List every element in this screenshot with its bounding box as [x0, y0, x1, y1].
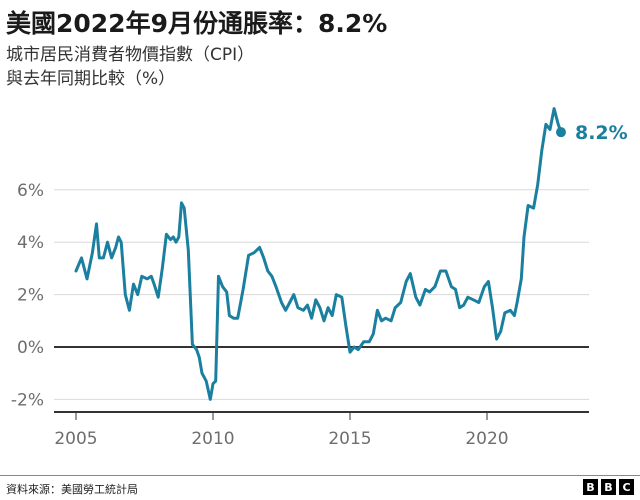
cpi-line [74, 107, 563, 401]
x-tick-label: 2015 [328, 429, 371, 449]
y-axis-labels: -2% 0% 2% 4% 6% [11, 181, 44, 411]
subtitle-line-2: 與去年同期比較（%） [6, 69, 176, 89]
bbc-logo-letter: C [619, 479, 634, 495]
end-point-marker [555, 127, 566, 138]
bbc-logo-letter: B [601, 479, 616, 495]
y-tick-label: 2% [17, 286, 44, 306]
x-axis-ticks [75, 412, 488, 420]
subtitle-line-1: 城市居民消費者物價指數（CPI） [6, 45, 255, 65]
x-tick-label: 2005 [54, 429, 97, 449]
y-tick-label: 4% [17, 233, 44, 253]
grid-lines [54, 189, 589, 400]
x-tick-label: 2020 [465, 429, 508, 449]
source-note: 資料來源：美國勞工統計局 [6, 483, 138, 496]
line-chart: -2% 0% 2% 4% 6% 2005 2010 2015 2020 8.2% [11, 107, 628, 449]
bbc-logo: B B C [583, 479, 634, 495]
footer-divider [0, 475, 640, 476]
chart-subtitle: 城市居民消費者物價指數（CPI） 與去年同期比較（%） [6, 43, 254, 91]
end-value-label: 8.2% [575, 122, 628, 144]
y-tick-label: -2% [11, 390, 44, 410]
bbc-logo-letter: B [583, 479, 598, 495]
x-tick-label: 2010 [191, 429, 234, 449]
x-axis-labels: 2005 2010 2015 2020 [54, 429, 508, 449]
y-tick-label: 0% [17, 338, 44, 358]
chart-title: 美國2022年9月份通脹率：8.2% [6, 9, 388, 38]
y-tick-label: 6% [17, 181, 44, 201]
